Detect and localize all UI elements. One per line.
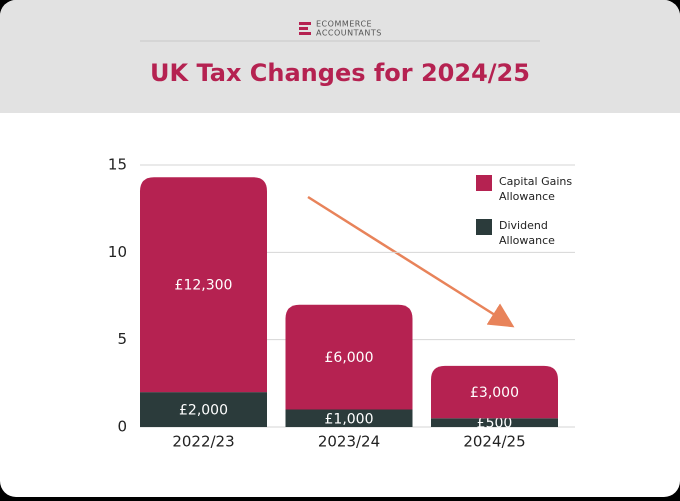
legend-swatch [476, 219, 492, 235]
value-label: £6,000 [325, 350, 374, 366]
chart-title: UK Tax Changes for 2024/25 [150, 59, 530, 87]
legend-item: Dividend Allowance [499, 219, 555, 247]
header-bg [0, 0, 680, 113]
logo: ECOMMERCE ACCOUNTANTS [299, 20, 382, 38]
x-tick-label: 2022/23 [172, 433, 234, 451]
logo-icon [299, 27, 308, 30]
trend-arrow [307, 195, 515, 328]
x-tick-label: 2023/24 [318, 433, 380, 451]
value-label: £3,000 [470, 385, 519, 401]
x-tick-label: 2024/25 [463, 433, 525, 451]
value-label: £12,300 [175, 278, 233, 294]
bar-segment [285, 409, 413, 427]
value-label: £2,000 [179, 403, 228, 419]
bar-segment [431, 365, 558, 419]
legend-label: Capital Gains Allowance [499, 175, 573, 203]
y-tick-label: 0 [117, 418, 127, 436]
value-label: £1,000 [325, 411, 374, 427]
legend-item: Capital Gains Allowance [499, 175, 573, 203]
legend-label: Dividend Allowance [499, 219, 555, 247]
bar-segment [431, 418, 558, 427]
y-tick-label: 15 [108, 156, 127, 174]
y-tick-label: 10 [108, 243, 127, 261]
logo-text: ACCOUNTANTS [316, 29, 382, 38]
value-label: £500 [477, 416, 513, 432]
logo-text: ECOMMERCE [316, 20, 372, 29]
y-tick-label: 5 [117, 330, 127, 348]
legend-swatch [476, 175, 492, 191]
logo-icon [299, 32, 311, 35]
bar-segment [140, 177, 267, 393]
bar-segment [285, 304, 413, 410]
bar-segment [140, 392, 267, 427]
logo-icon [299, 22, 311, 25]
